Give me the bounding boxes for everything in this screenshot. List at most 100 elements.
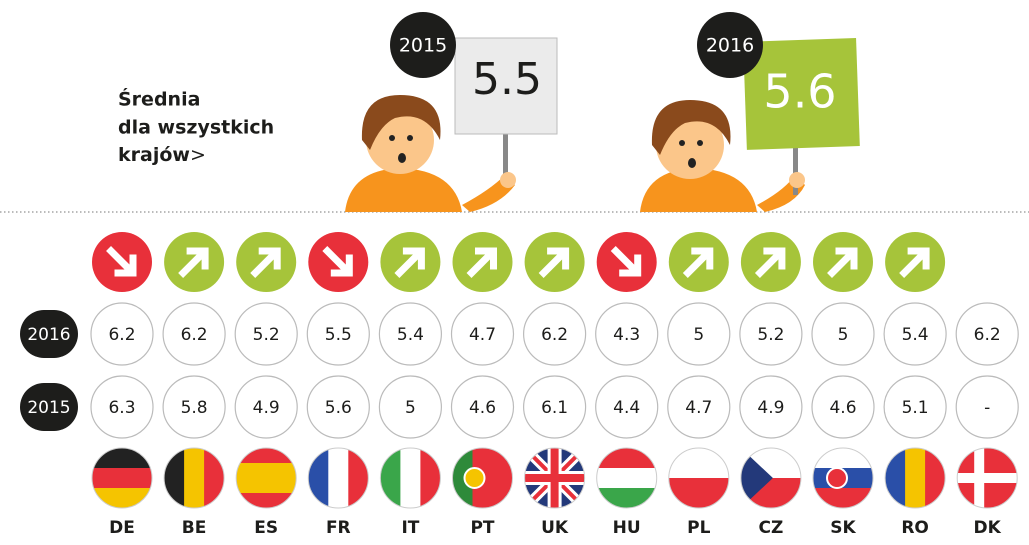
trend-icon	[308, 232, 369, 292]
value-circle	[739, 302, 803, 366]
flag	[596, 448, 657, 508]
trend-icon	[813, 232, 873, 292]
flag-stripe	[420, 448, 441, 508]
flag-outline	[307, 447, 369, 509]
value: 4.9	[253, 398, 280, 418]
trend-icon	[92, 232, 152, 292]
value-circle	[739, 375, 803, 439]
value: 5.6	[325, 398, 352, 418]
value-circle	[90, 375, 154, 439]
value-circle	[955, 375, 1019, 439]
flag-stripe	[813, 448, 873, 469]
flag	[957, 448, 1018, 508]
title-line: krajów	[118, 144, 190, 166]
flag-outline	[956, 447, 1018, 509]
value: 4.4	[613, 398, 640, 418]
flag-stripe	[204, 448, 225, 508]
value-circle	[522, 302, 587, 366]
value-circle	[883, 302, 947, 366]
country-code: IT	[401, 518, 419, 538]
flag	[380, 448, 441, 508]
flag	[885, 448, 946, 508]
character-2015	[345, 95, 516, 212]
flag-stripe	[400, 448, 421, 508]
value: 5.1	[902, 398, 929, 418]
flag-stripe	[492, 448, 513, 508]
sign-value: 5.6	[763, 65, 836, 119]
trend-icon	[452, 232, 513, 292]
row-label-bg	[20, 310, 78, 358]
trend-arrow	[106, 246, 137, 277]
country-code: FR	[326, 518, 351, 538]
flag	[813, 448, 873, 508]
title-line: Średnia	[118, 87, 200, 111]
trend-arrow	[538, 247, 570, 278]
flag-outline	[379, 447, 441, 509]
flag-stripe	[236, 493, 297, 508]
value-circle	[306, 375, 370, 439]
sign-2015	[454, 37, 558, 135]
value-circle	[234, 375, 298, 439]
flag	[92, 448, 152, 508]
flag-outline	[884, 447, 946, 509]
flag-outline	[524, 447, 586, 509]
flag-outline	[740, 447, 802, 509]
country-code: CZ	[758, 518, 783, 538]
country-code: PL	[687, 518, 710, 538]
row-label: 2016	[27, 325, 70, 345]
year-badge	[697, 12, 763, 78]
flag-stripe	[452, 448, 473, 508]
value: 5.5	[325, 325, 352, 345]
flag-stripe	[380, 448, 401, 508]
value: 4.3	[613, 325, 640, 345]
value-circle	[595, 375, 659, 439]
flag-stripe	[92, 448, 152, 469]
value-circle	[162, 375, 226, 439]
country-code: UK	[541, 518, 569, 538]
flag-outline	[596, 447, 658, 509]
value: 5	[405, 398, 416, 418]
flag-stripe	[813, 488, 873, 508]
value-circle	[162, 302, 226, 366]
trend-icon	[740, 232, 801, 292]
flag-outline	[163, 447, 225, 509]
trend-icon	[524, 232, 585, 292]
trend-arrow	[394, 247, 425, 278]
sign-year: 2015	[399, 35, 447, 57]
value: 5.4	[397, 325, 424, 345]
value: 5	[693, 325, 704, 345]
trend-arrow	[682, 247, 714, 278]
sign-year: 2016	[706, 35, 754, 57]
flag-stripe	[905, 448, 926, 508]
value-circle	[595, 302, 659, 366]
flag-stripe	[236, 463, 297, 479]
flag-wedge	[740, 448, 773, 508]
sign-value: 5.5	[472, 54, 542, 105]
value: 6.2	[181, 325, 208, 345]
value: 6.1	[541, 398, 568, 418]
trend-arrow	[466, 247, 497, 278]
trend-icon	[164, 232, 225, 292]
flag-stripe	[92, 468, 152, 489]
value: 4.6	[829, 398, 856, 418]
flag-stripe	[164, 448, 185, 508]
value: 5.2	[757, 325, 784, 345]
flag-stripe	[348, 448, 369, 508]
value: 6.2	[974, 325, 1001, 345]
trend-icon	[380, 232, 441, 292]
value: 5.4	[902, 325, 929, 345]
country-code: DK	[974, 518, 1002, 538]
flag	[524, 448, 585, 508]
value-circle	[378, 302, 442, 366]
trend-icon	[596, 232, 657, 292]
flag-stripe	[668, 448, 729, 479]
trend-arrow	[322, 246, 353, 277]
value: 6.2	[108, 325, 135, 345]
flag-stripe	[596, 468, 657, 489]
country-code: RO	[901, 518, 929, 538]
flag-stripe	[925, 448, 946, 508]
row-label: 2015	[27, 398, 70, 418]
value: 4.6	[469, 398, 496, 418]
pointer: >	[190, 144, 206, 166]
flag-stripe	[184, 448, 205, 508]
